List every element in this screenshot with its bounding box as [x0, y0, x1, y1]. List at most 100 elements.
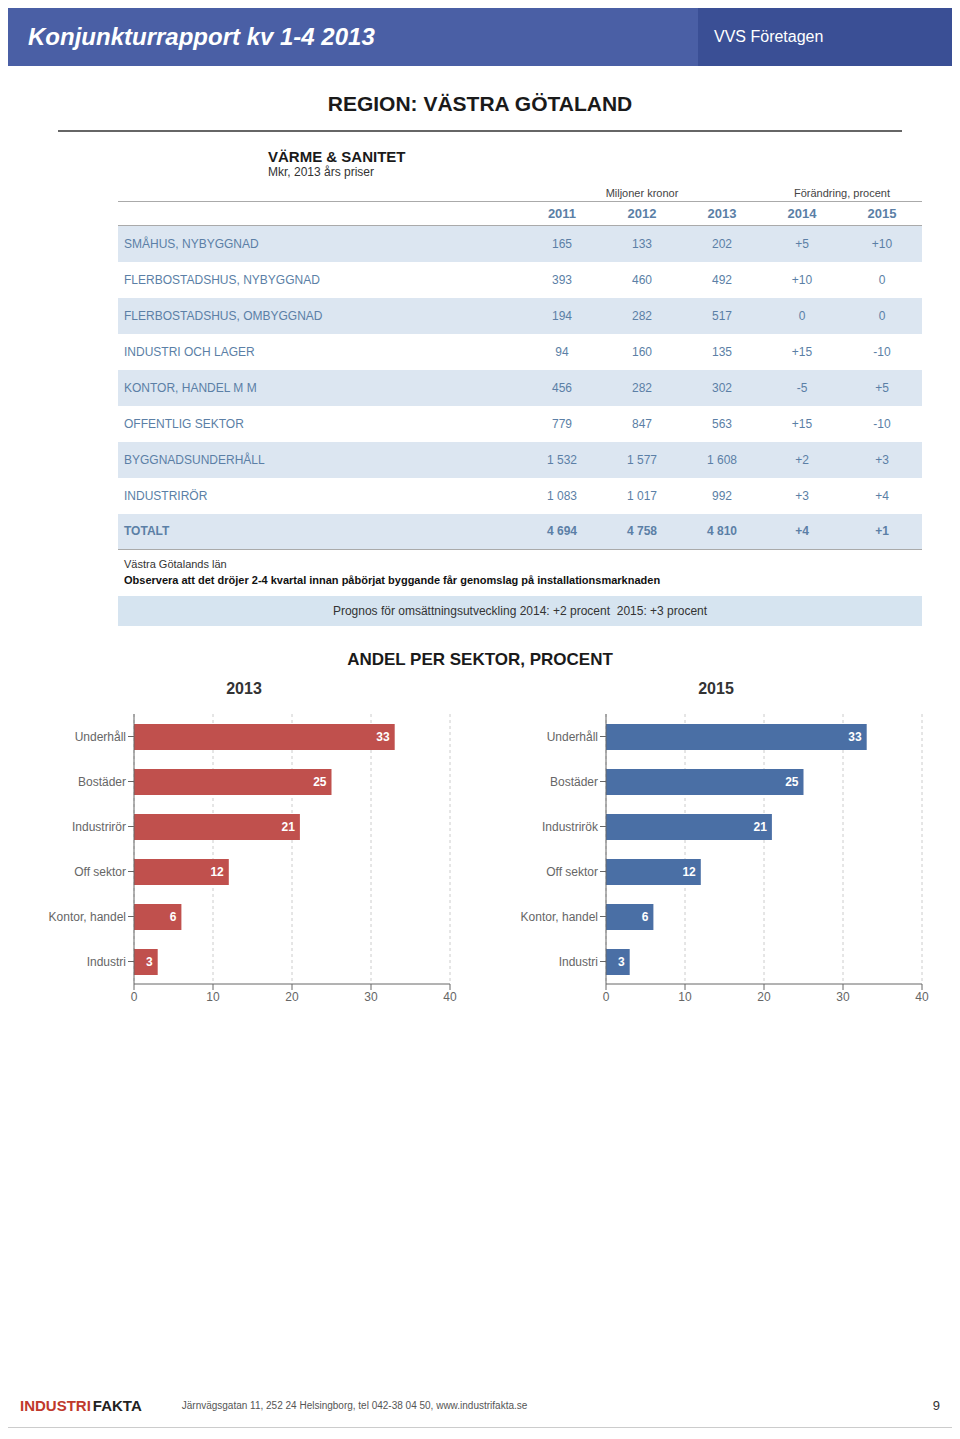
svg-text:Industri: Industri	[87, 955, 126, 969]
html-text:+3: +3	[795, 488, 809, 503]
html-text:456: 456	[552, 380, 572, 395]
html-text:4 694: 4 694	[547, 524, 577, 539]
html-text:2014: 2014	[787, 206, 817, 221]
html-text:133: 133	[632, 236, 652, 251]
html-text:2015: 2015	[698, 680, 734, 697]
html-text:+10: +10	[871, 236, 893, 251]
html-text:Mkr, 2013 års priser: Mkr, 2013 års priser	[268, 165, 374, 179]
svg-text:12: 12	[210, 865, 224, 879]
html-text:393: 393	[552, 272, 572, 287]
svg-text:Industrirör: Industrirör	[72, 820, 126, 834]
html-text:SMÅHUS, NYBYGGNAD: SMÅHUS, NYBYGGNAD	[124, 236, 259, 251]
html-text:2012: 2012	[627, 206, 657, 221]
html-text:FLERBOSTADSHUS, OMBYGGNAD: FLERBOSTADSHUS, OMBYGGNAD	[124, 308, 323, 323]
svg-text:33: 33	[848, 730, 862, 744]
html-text:847: 847	[632, 416, 652, 431]
html-text:BYGGNADSUNDERHÅLL: BYGGNADSUNDERHÅLL	[124, 452, 265, 467]
html-text:+15: +15	[791, 416, 813, 431]
html-text:4 758: 4 758	[627, 524, 657, 539]
html-text:INDUSTRI FAKTA: INDUSTRI FAKTA	[20, 1397, 142, 1414]
svg-text:20: 20	[285, 990, 299, 1004]
svg-text:6: 6	[642, 910, 649, 924]
svg-text:10: 10	[678, 990, 692, 1004]
html-text:Konjunkturrapport kv 1-4 2013: Konjunkturrapport kv 1-4 2013	[28, 23, 375, 50]
html-text:INDUSTRIRÖR: INDUSTRIRÖR	[124, 488, 208, 503]
html-text:Miljoner kronor: Miljoner kronor	[605, 187, 679, 199]
html-text:160: 160	[632, 344, 652, 359]
svg-text:12: 12	[682, 865, 696, 879]
html-text:2013: 2013	[707, 206, 737, 221]
svg-text:Kontor, handel: Kontor, handel	[521, 910, 598, 924]
html-text:VVS Företagen: VVS Företagen	[714, 28, 824, 45]
html-text:202: 202	[712, 236, 732, 251]
html-text:4 810: 4 810	[707, 524, 737, 539]
html-text:282: 282	[632, 380, 652, 395]
svg-text:Industrirök: Industrirök	[542, 820, 599, 834]
html-text:Prognos för omsättningsutveckl: Prognos för omsättningsutveckling 2014: …	[332, 604, 708, 618]
html-text:1 608: 1 608	[707, 452, 737, 467]
svg-text:0: 0	[131, 990, 138, 1004]
html-text:+4: +4	[875, 488, 889, 503]
html-text:135: 135	[712, 344, 732, 359]
html-text:OFFENTLIG SEKTOR: OFFENTLIG SEKTOR	[124, 416, 244, 431]
svg-text:Underhåll: Underhåll	[75, 730, 126, 744]
svg-text:30: 30	[364, 990, 378, 1004]
html-text:194: 194	[552, 308, 572, 323]
svg-text:40: 40	[915, 990, 929, 1004]
html-text:1 017: 1 017	[627, 488, 657, 503]
svg-text:6: 6	[170, 910, 177, 924]
html-text:+5: +5	[875, 380, 889, 395]
svg-text:33: 33	[376, 730, 390, 744]
html-text:+4: +4	[795, 524, 809, 539]
html-text:+5: +5	[795, 236, 809, 251]
svg-text:0: 0	[603, 990, 610, 1004]
svg-text:25: 25	[785, 775, 799, 789]
svg-text:40: 40	[443, 990, 457, 1004]
html-text:+1: +1	[875, 524, 889, 539]
html-text:TOTALT: TOTALT	[124, 524, 170, 539]
svg-text:10: 10	[206, 990, 220, 1004]
html-text:992: 992	[712, 488, 732, 503]
html-text:+10: +10	[791, 272, 813, 287]
svg-text:Bostäder: Bostäder	[550, 775, 598, 789]
svg-text:21: 21	[754, 820, 768, 834]
html-text:2015: 2015	[867, 206, 897, 221]
html-text:VÄRME & SANITET: VÄRME & SANITET	[268, 148, 406, 165]
html-text:1 083: 1 083	[547, 488, 577, 503]
svg-text:21: 21	[282, 820, 296, 834]
html-text:165: 165	[552, 236, 572, 251]
html-text:FLERBOSTADSHUS, NYBYGGNAD: FLERBOSTADSHUS, NYBYGGNAD	[124, 272, 320, 287]
html-text:460: 460	[632, 272, 652, 287]
html-text:-10: -10	[873, 416, 891, 431]
html-text:302: 302	[712, 380, 732, 395]
html-text:INDUSTRI OCH LAGER: INDUSTRI OCH LAGER	[124, 344, 255, 359]
html-text:1 577: 1 577	[627, 452, 657, 467]
html-text:492: 492	[712, 272, 732, 287]
svg-text:20: 20	[757, 990, 771, 1004]
svg-text:25: 25	[313, 775, 327, 789]
html-text:+3: +3	[875, 452, 889, 467]
svg-text:Kontor, handel: Kontor, handel	[49, 910, 126, 924]
html-text:ANDEL PER SEKTOR, PROCENT: ANDEL PER SEKTOR, PROCENT	[347, 650, 613, 669]
html-text:-10: -10	[873, 344, 891, 359]
html-text:+2: +2	[795, 452, 809, 467]
html-text:517: 517	[712, 308, 732, 323]
html-text:563: 563	[712, 416, 732, 431]
svg-text:Industri: Industri	[559, 955, 598, 969]
html-text:1 532: 1 532	[547, 452, 577, 467]
html-text:779: 779	[552, 416, 572, 431]
svg-text:Underhåll: Underhåll	[547, 730, 598, 744]
svg-text:3: 3	[146, 955, 153, 969]
svg-text:30: 30	[836, 990, 850, 1004]
html-text:REGION: VÄSTRA GÖTALAND: REGION: VÄSTRA GÖTALAND	[327, 92, 633, 115]
svg-text:Bostäder: Bostäder	[78, 775, 126, 789]
html-text:2013: 2013	[226, 680, 262, 697]
html-text:+15: +15	[791, 344, 813, 359]
svg-text:Off sektor: Off sektor	[74, 865, 126, 879]
svg-text:3: 3	[618, 955, 625, 969]
html-text:94: 94	[555, 344, 569, 359]
svg-text:Off sektor: Off sektor	[546, 865, 598, 879]
html-text:282: 282	[632, 308, 652, 323]
html-text:KONTOR, HANDEL M M: KONTOR, HANDEL M M	[124, 380, 257, 395]
html-text:2011: 2011	[547, 206, 577, 221]
